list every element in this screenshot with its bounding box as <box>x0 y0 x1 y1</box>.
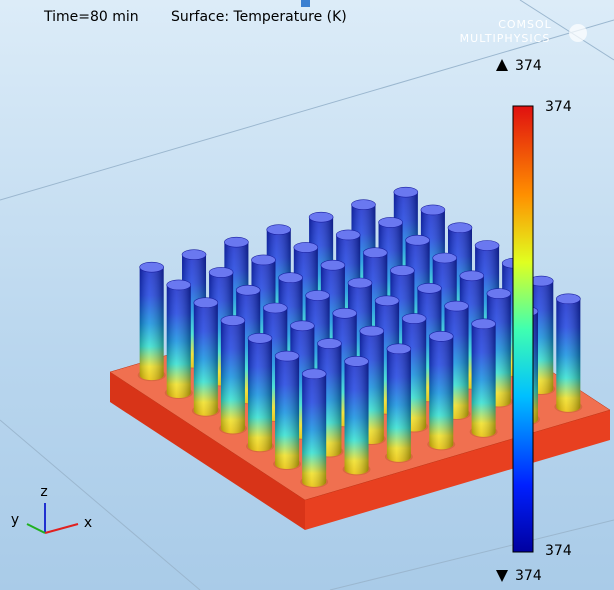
z-axis-label: z <box>40 484 47 500</box>
heat-sink <box>110 187 610 530</box>
pin-top <box>167 280 191 290</box>
pin <box>165 280 193 399</box>
logo-icon <box>569 24 587 42</box>
axis-triad: z x y <box>11 484 92 533</box>
pin <box>343 356 371 475</box>
pin-shade <box>387 349 411 462</box>
pin-shade <box>167 285 191 398</box>
pin-top <box>221 316 245 326</box>
pin-shade <box>194 303 218 416</box>
pin-top <box>487 289 511 299</box>
pin-top <box>294 242 318 252</box>
pin-top <box>390 266 414 276</box>
pin-top <box>445 301 469 311</box>
pin <box>427 331 455 450</box>
pin-top <box>556 294 580 304</box>
pin-top <box>417 283 441 293</box>
pin-top <box>209 267 233 277</box>
max-arrow <box>496 59 508 71</box>
pin-shade <box>221 321 245 434</box>
pin-top <box>363 248 387 258</box>
pin-shade <box>345 361 369 474</box>
colorbar <box>513 106 533 552</box>
pin-shade <box>472 324 496 437</box>
pin-top <box>448 223 472 233</box>
pin-top <box>248 333 272 343</box>
colorbar-bottom-label: 374 <box>545 543 572 559</box>
pin-top <box>394 187 418 197</box>
pin-shade <box>140 267 164 380</box>
pin-top <box>279 273 303 283</box>
pin-top <box>460 271 484 281</box>
graphics-window: Time=80 min Surface: Temperature (K) COM… <box>0 0 614 590</box>
pin-top <box>421 205 445 215</box>
pin-top <box>433 253 457 263</box>
pin-top <box>472 319 496 329</box>
pin-top <box>336 230 360 240</box>
pin-top <box>267 225 291 235</box>
logo: COMSOL <box>498 18 552 31</box>
pin-shade <box>429 336 453 449</box>
pin-top <box>333 308 357 318</box>
pin-shade <box>556 299 580 412</box>
pin <box>554 294 582 413</box>
pin-top <box>429 331 453 341</box>
scene: Time=80 min Surface: Temperature (K) COM… <box>0 0 614 590</box>
pin-top <box>275 351 299 361</box>
pin-top <box>402 314 426 324</box>
pin-top <box>306 291 330 301</box>
pin-top <box>224 237 248 247</box>
expression-label: Surface: Temperature (K) <box>171 9 347 25</box>
pin-shade <box>248 338 272 451</box>
pin-top <box>348 278 372 288</box>
pin-top <box>194 298 218 308</box>
y-axis-label: y <box>11 512 19 528</box>
pin-top <box>140 262 164 272</box>
pin-top <box>375 296 399 306</box>
min-value: 374 <box>515 568 542 584</box>
pin-top <box>290 321 314 331</box>
pin-top <box>263 303 287 313</box>
pin-top <box>236 285 260 295</box>
pin-top <box>345 356 369 366</box>
pin-top <box>406 235 430 245</box>
pin <box>470 319 498 438</box>
max-value: 374 <box>515 58 542 74</box>
pin-top <box>379 217 403 227</box>
pin <box>300 369 328 488</box>
pin-shade <box>302 374 326 487</box>
pin <box>385 344 413 463</box>
min-arrow <box>496 570 508 582</box>
x-axis-label: x <box>84 515 92 531</box>
pin <box>246 333 274 452</box>
pin <box>138 262 166 381</box>
time-label: Time=80 min <box>43 9 139 25</box>
colorbar-top-label: 374 <box>545 99 572 115</box>
pin <box>219 316 247 435</box>
pin-top <box>251 255 275 265</box>
pin <box>273 351 301 470</box>
logo: MULTIPHYSICS <box>460 32 551 45</box>
pin-top <box>182 250 206 260</box>
pin-top <box>321 260 345 270</box>
pin-top <box>360 326 384 336</box>
pin-top <box>475 241 499 251</box>
pin-top <box>351 200 375 210</box>
pin <box>192 298 220 417</box>
selection-marker <box>301 0 310 7</box>
pin-shade <box>275 356 299 469</box>
pin-top <box>317 339 341 349</box>
pin-top <box>302 369 326 379</box>
pin-top <box>387 344 411 354</box>
pin-top <box>309 212 333 222</box>
